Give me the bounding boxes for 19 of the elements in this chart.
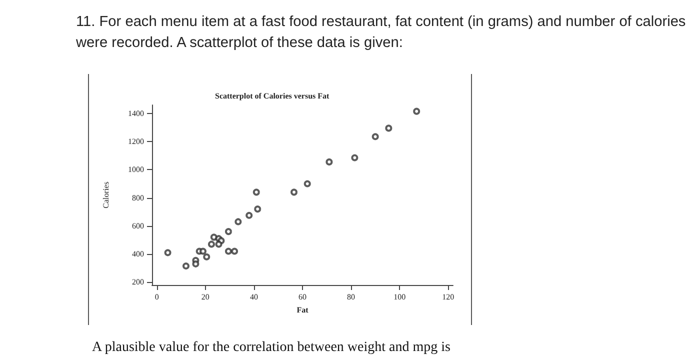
- x-tick-label: 100: [394, 292, 406, 302]
- y-tick-label: 600: [132, 221, 144, 230]
- y-tick-label: 800: [132, 193, 144, 202]
- x-tick-label: 0: [154, 292, 159, 302]
- text: A plausible value for the correlation between weight and mpg is: [92, 340, 450, 356]
- x-axis-title: Fat: [296, 305, 309, 314]
- y-tick-label: 1200: [128, 137, 144, 146]
- x-tick-label: 60: [298, 292, 306, 302]
- y-tick-label: 1400: [128, 108, 144, 118]
- x-tick-label: 20: [201, 292, 210, 302]
- x-tick-label: 120: [442, 292, 454, 302]
- y-tick-label: 1000: [128, 165, 144, 174]
- y-tick-label: 200: [132, 278, 144, 287]
- text: 11. For each menu item at a fast food restaurant, fat content (in grams) and number of calories were recorded. A scatterplot of these data is given:: [76, 13, 686, 53]
- x-tick-label: 40: [250, 292, 258, 302]
- x-tick-label: 80: [347, 292, 356, 302]
- chart-title: Scatterplot of Calories versus Fat: [215, 92, 330, 100]
- y-axis-title: Calories: [102, 182, 110, 208]
- y-tick-label: 400: [132, 250, 144, 259]
